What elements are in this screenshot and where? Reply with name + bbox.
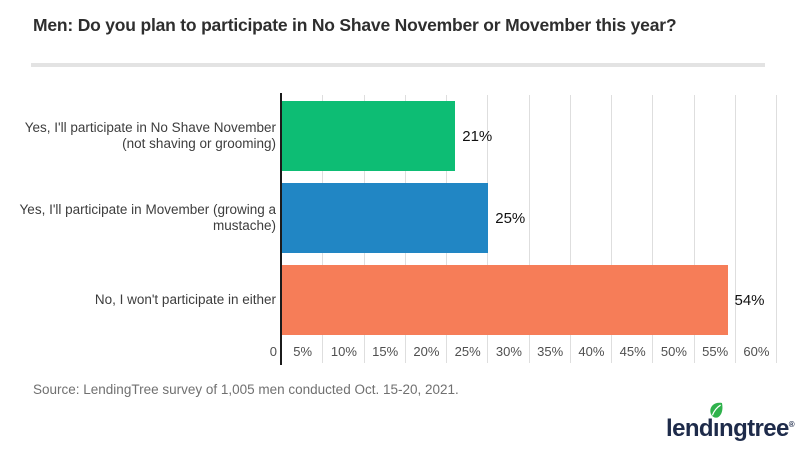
bar-row: 54% bbox=[282, 265, 765, 335]
gridline bbox=[693, 95, 695, 363]
gridline bbox=[776, 95, 777, 363]
y-axis-line bbox=[280, 93, 282, 365]
logo-registered: ® bbox=[788, 420, 795, 429]
logo-text-main: lendıngtree bbox=[666, 415, 789, 442]
bar-2 bbox=[282, 265, 728, 335]
title-divider bbox=[31, 63, 765, 67]
bar-1 bbox=[282, 183, 489, 253]
gridline bbox=[528, 95, 530, 363]
chart-title: Men: Do you plan to participate in No Sh… bbox=[33, 15, 677, 35]
x-tick-label: 20% bbox=[413, 344, 440, 359]
x-tick-label: 5% bbox=[293, 344, 313, 359]
logo-wordmark: lendıngtree® bbox=[666, 415, 795, 443]
plot-area: 21% 25% 54% bbox=[280, 93, 778, 365]
bar-row: 25% bbox=[282, 183, 525, 253]
category-label-line: Yes, I'll participate in Movember (growi… bbox=[19, 201, 276, 217]
lendingtree-logo: lendıngtree® bbox=[666, 400, 800, 452]
x-tick-label: 10% bbox=[330, 344, 357, 359]
x-tick-label-zero: 0 bbox=[269, 344, 277, 359]
bar-row: 21% bbox=[282, 101, 492, 171]
bar-value-label: 54% bbox=[734, 291, 765, 309]
gridline bbox=[652, 95, 654, 363]
category-label-line: (not shaving or grooming) bbox=[122, 136, 276, 151]
x-tick-label: 30% bbox=[495, 344, 522, 359]
category-label: Yes, I'll participate in No Shave Novemb… bbox=[16, 114, 276, 158]
source-note: Source: LendingTree survey of 1,005 men … bbox=[33, 382, 459, 397]
leaf-icon bbox=[709, 402, 724, 424]
bar-0 bbox=[282, 101, 456, 171]
category-label-line: No, I won't participate in either bbox=[94, 291, 276, 307]
bar-value-label: 21% bbox=[462, 127, 493, 145]
gridline bbox=[611, 95, 612, 363]
x-tick-label: 45% bbox=[619, 344, 646, 359]
x-tick-label: 25% bbox=[454, 344, 481, 359]
gridline bbox=[569, 95, 571, 363]
x-tick-label: 15% bbox=[372, 344, 399, 359]
category-label: No, I won't participate in either bbox=[16, 278, 276, 322]
category-label-line: Yes, I'll participate in No Shave Novemb… bbox=[24, 119, 276, 135]
x-axis: 0 5% 10% 15% 20% 25% 30% 35% 40% 45% 50% 55% 60% bbox=[0, 344, 800, 362]
x-tick-label: 40% bbox=[578, 344, 605, 359]
x-tick-label: 60% bbox=[743, 344, 770, 359]
bar-value-label: 25% bbox=[495, 209, 526, 227]
category-label-line: mustache) bbox=[212, 218, 276, 233]
category-label: Yes, I'll participate in Movember (growi… bbox=[16, 196, 276, 240]
gridline bbox=[734, 95, 736, 363]
x-tick-label: 55% bbox=[702, 344, 729, 359]
x-tick-label: 50% bbox=[660, 344, 687, 359]
x-tick-label: 35% bbox=[537, 344, 564, 359]
